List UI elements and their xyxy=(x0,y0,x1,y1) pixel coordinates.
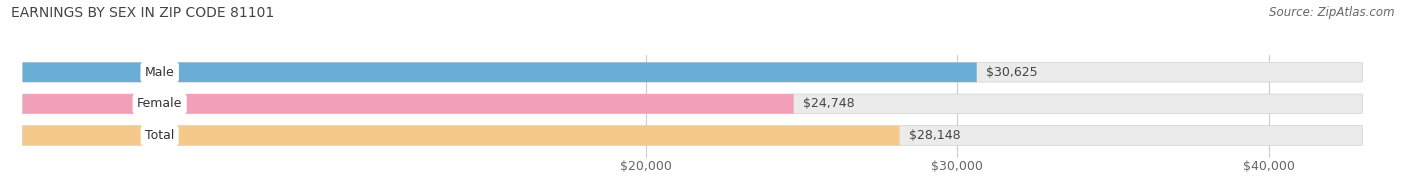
Text: $24,748: $24,748 xyxy=(803,97,855,110)
Text: Male: Male xyxy=(145,66,174,79)
FancyBboxPatch shape xyxy=(22,63,1362,82)
Text: Female: Female xyxy=(136,97,183,110)
FancyBboxPatch shape xyxy=(22,63,977,82)
Text: EARNINGS BY SEX IN ZIP CODE 81101: EARNINGS BY SEX IN ZIP CODE 81101 xyxy=(11,6,274,20)
FancyBboxPatch shape xyxy=(22,126,900,145)
FancyBboxPatch shape xyxy=(22,94,1362,114)
Text: Source: ZipAtlas.com: Source: ZipAtlas.com xyxy=(1270,6,1395,19)
FancyBboxPatch shape xyxy=(22,94,793,114)
Text: $30,625: $30,625 xyxy=(986,66,1038,79)
Text: Total: Total xyxy=(145,129,174,142)
FancyBboxPatch shape xyxy=(22,126,1362,145)
Text: $28,148: $28,148 xyxy=(908,129,960,142)
